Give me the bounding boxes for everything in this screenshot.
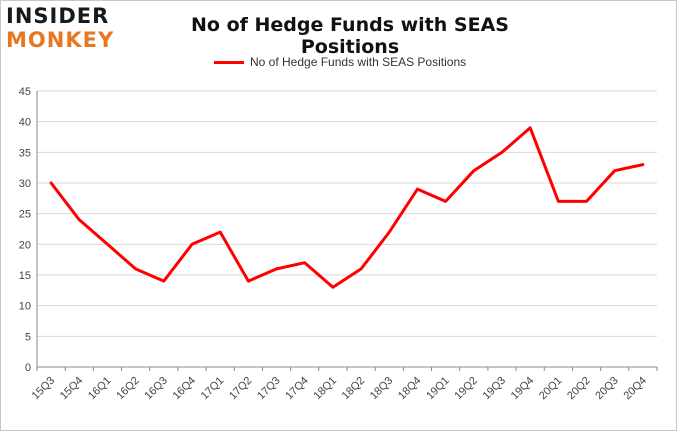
x-tick-label: 16Q1 — [86, 375, 114, 403]
x-tick-label: 19Q4 — [509, 375, 537, 403]
y-tick-label: 35 — [19, 147, 31, 159]
x-tick-label: 19Q1 — [424, 375, 452, 403]
y-tick-label: 15 — [19, 270, 31, 282]
x-tick-label: 20Q3 — [593, 375, 621, 403]
y-tick-label: 20 — [19, 239, 31, 251]
x-tick-label: 15Q3 — [30, 375, 58, 403]
logo-line-2: MONKEY — [6, 28, 115, 52]
x-tick-label: 18Q2 — [340, 375, 368, 403]
insider-monkey-logo: INSIDER MONKEY — [6, 4, 126, 56]
y-tick-label: 45 — [19, 86, 31, 98]
x-tick-label: 16Q4 — [171, 375, 199, 403]
x-tick-label: 18Q3 — [368, 375, 396, 403]
y-tick-label: 0 — [25, 362, 31, 374]
x-tick-label: 16Q3 — [142, 375, 170, 403]
x-tick-label: 20Q1 — [537, 375, 565, 403]
y-tick-label: 25 — [19, 209, 31, 221]
x-tick-label: 15Q4 — [58, 375, 86, 403]
legend-label: No of Hedge Funds with SEAS Positions — [250, 55, 467, 69]
x-tick-label: 18Q4 — [396, 375, 424, 403]
x-tick-label: 17Q4 — [283, 375, 311, 403]
x-tick-label: 19Q3 — [481, 375, 509, 403]
x-tick-label: 16Q2 — [114, 375, 142, 403]
x-tick-label: 20Q4 — [622, 375, 650, 403]
chart-title: No of Hedge Funds with SEAS Positions — [191, 14, 509, 58]
logo-line-1: INSIDER — [6, 4, 110, 28]
y-tick-label: 30 — [19, 178, 31, 190]
chart-legend: No of Hedge Funds with SEAS Positions — [214, 54, 466, 70]
series-line — [49, 126, 645, 289]
y-tick-label: 10 — [19, 301, 31, 313]
x-tick-label: 18Q1 — [312, 375, 340, 403]
x-tick-label: 17Q1 — [199, 375, 227, 403]
y-tick-label: 40 — [19, 117, 31, 129]
y-tick-label: 5 — [25, 331, 31, 343]
x-tick-label: 20Q2 — [565, 375, 593, 403]
x-tick-label: 17Q2 — [227, 375, 255, 403]
x-tick-label: 17Q3 — [255, 375, 283, 403]
legend-swatch — [214, 60, 244, 64]
x-tick-label: 19Q2 — [452, 375, 480, 403]
